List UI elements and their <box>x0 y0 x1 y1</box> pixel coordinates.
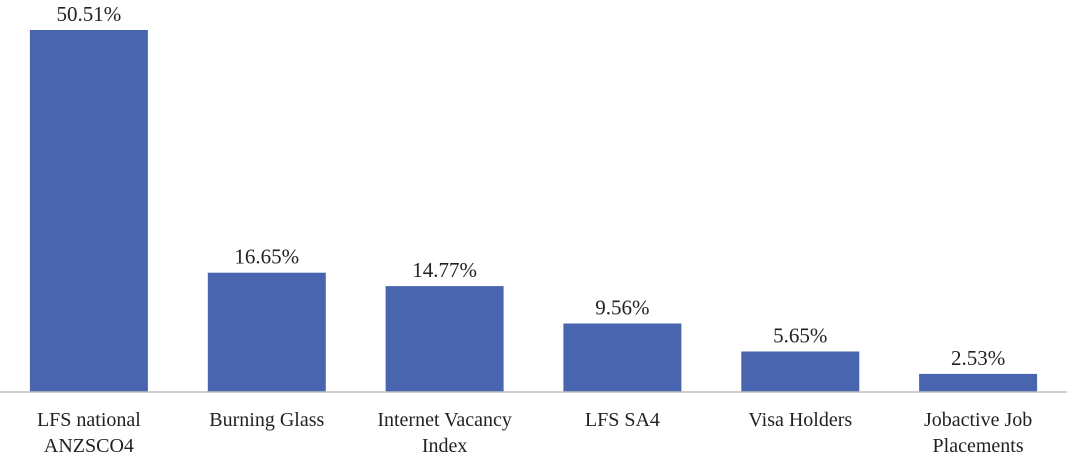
data-label: 9.56% <box>595 296 649 320</box>
data-label: 2.53% <box>951 346 1005 370</box>
x-tick-label-line: Index <box>422 435 468 453</box>
data-label: 14.77% <box>412 258 477 282</box>
data-label: 50.51% <box>57 2 122 26</box>
bar <box>919 373 1038 392</box>
x-tick-label-line: Placements <box>933 435 1024 453</box>
bar <box>741 351 860 392</box>
x-tick-label-line: Jobactive Job <box>924 409 1032 431</box>
x-tick-label-line: Burning Glass <box>209 409 324 431</box>
bar <box>563 323 682 392</box>
x-tick-label-line: ANZSCO4 <box>44 435 134 453</box>
x-tick-label: Jobactive Job Placements <box>924 409 1032 453</box>
data-labels-group: 50.51% 16.65% 14.77% 9.56% 5.65% 2.53% <box>57 2 1006 370</box>
data-label: 16.65% <box>234 245 299 269</box>
data-label: 5.65% <box>773 324 827 348</box>
x-tick-label: Burning Glass <box>209 409 324 431</box>
x-tick-label-line: Visa Holders <box>748 409 852 431</box>
x-tick-label: Visa Holders <box>748 409 852 431</box>
bars-group <box>29 30 1038 392</box>
x-tick-label-line: Internet Vacancy <box>377 409 512 431</box>
bar <box>29 30 148 392</box>
x-tick-label: Internet Vacancy Index <box>377 409 512 453</box>
x-tick-labels-group: LFS national ANZSCO4 Burning Glass Internet… <box>37 409 1032 453</box>
bar <box>207 272 326 392</box>
x-tick-label: LFS SA4 <box>585 409 660 431</box>
x-tick-label-line: LFS SA4 <box>585 409 660 431</box>
x-tick-label-line: LFS national <box>37 409 141 431</box>
bar <box>385 286 504 392</box>
x-tick-label: LFS national ANZSCO4 <box>37 409 141 453</box>
